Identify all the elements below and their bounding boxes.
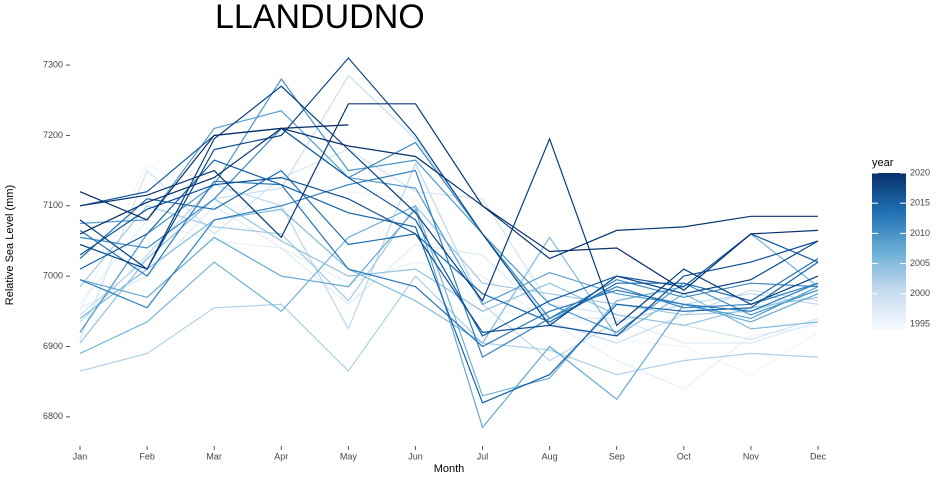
series-line <box>79 208 819 344</box>
y-tick-label: 7200 <box>43 130 63 140</box>
colorbar-tick-label: 2020 <box>910 167 930 177</box>
y-tick-label: 7100 <box>43 200 63 210</box>
series-line <box>79 127 819 291</box>
series-line <box>79 57 819 327</box>
y-tick-label: 6800 <box>43 411 63 421</box>
colorbar-tick-label: 1995 <box>910 318 930 328</box>
series-line <box>79 219 819 390</box>
y-tick-label: 6900 <box>43 341 63 351</box>
series-line <box>79 176 819 337</box>
legend-title: year <box>872 157 894 169</box>
chart-title: LLANDUDNO <box>215 0 425 36</box>
series-line <box>79 204 819 316</box>
x-tick-label: Sep <box>609 451 625 461</box>
series-line <box>79 275 819 376</box>
series-line <box>79 198 819 344</box>
colorbar <box>872 173 906 330</box>
colorbar-tick-label: 2010 <box>910 228 930 238</box>
series-line <box>79 169 819 323</box>
series-line <box>79 124 349 221</box>
x-tick-label: Mar <box>206 451 222 461</box>
x-tick-label: Oct <box>677 451 692 461</box>
x-tick-label: Jan <box>73 451 88 461</box>
x-tick-label: Feb <box>139 451 155 461</box>
x-tick-label: Nov <box>743 451 760 461</box>
x-tick-label: Apr <box>274 451 288 461</box>
y-tick-label: 7000 <box>43 271 63 281</box>
y-tick-label: 7300 <box>43 59 63 69</box>
x-tick-label: Jul <box>477 451 489 461</box>
series-line <box>79 85 819 327</box>
x-tick-label: May <box>340 451 358 461</box>
colorbar-tick-label: 2000 <box>910 288 930 298</box>
series-line <box>79 78 819 334</box>
x-tick-label: Aug <box>542 451 558 461</box>
x-tick-label: Dec <box>810 451 827 461</box>
colorbar-tick-label: 2005 <box>910 258 930 268</box>
series-line <box>79 205 819 344</box>
colorbar-tick-label: 2015 <box>910 198 930 208</box>
series-line <box>79 180 819 348</box>
x-axis-label: Month <box>434 463 465 475</box>
series-line <box>79 159 819 404</box>
y-axis-label: Relative Sea Level (mm) <box>4 185 16 305</box>
series-line <box>79 127 819 337</box>
series-line <box>79 208 819 429</box>
x-tick-label: Jun <box>408 451 423 461</box>
series-line <box>79 103 818 260</box>
